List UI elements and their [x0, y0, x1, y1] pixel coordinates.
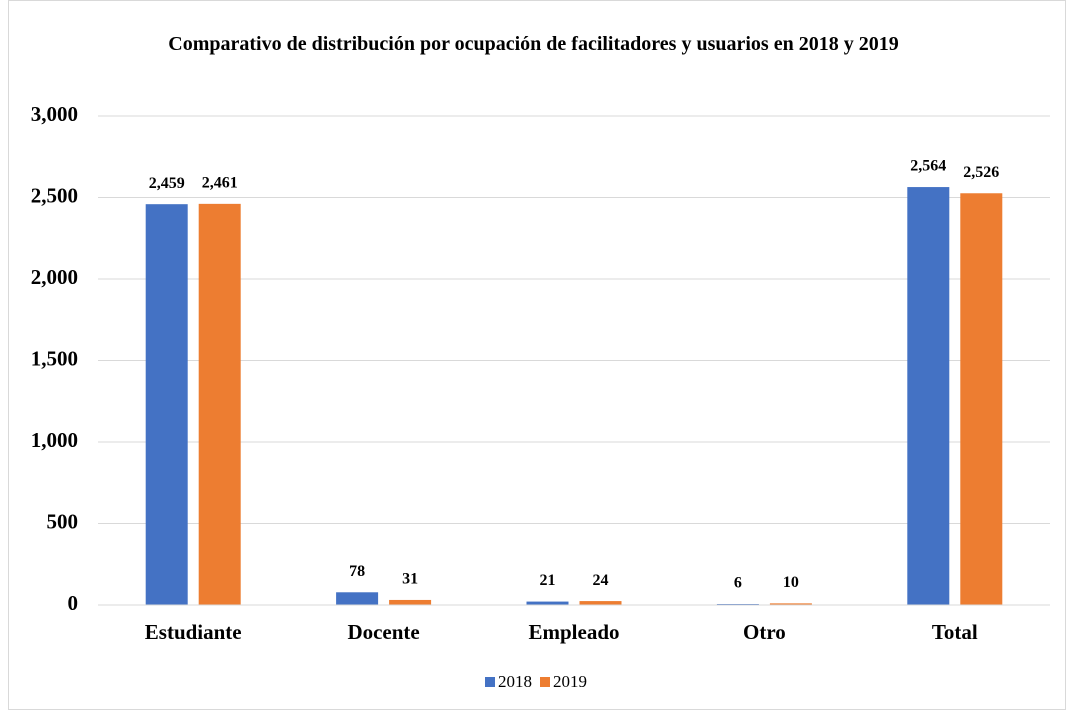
x-tick-label: Empleado [528, 620, 619, 644]
y-tick-label: 500 [47, 509, 79, 533]
data-label: 2,461 [202, 175, 238, 192]
legend-swatch [540, 677, 550, 687]
legend-label: 2019 [553, 672, 587, 691]
bar [960, 193, 1003, 605]
chart-border [8, 0, 1066, 710]
data-label: 21 [540, 572, 556, 589]
bar [579, 601, 622, 605]
data-label: 2,564 [910, 158, 946, 175]
y-tick-label: 2,500 [31, 183, 78, 207]
data-label: 2,459 [149, 175, 185, 192]
bar [145, 204, 188, 606]
y-tick-label: 1,000 [31, 428, 78, 452]
y-tick-label: 2,000 [31, 265, 78, 289]
bar [907, 187, 950, 605]
y-tick-label: 1,500 [31, 346, 78, 370]
legend-swatch [485, 677, 495, 687]
bar [769, 603, 812, 605]
data-label: 6 [734, 575, 742, 592]
bar [526, 601, 569, 605]
data-label: 2,526 [963, 164, 999, 181]
data-label: 31 [402, 571, 418, 588]
x-tick-label: Total [932, 620, 978, 644]
chart-title: Comparativo de distribución por ocupació… [168, 33, 899, 55]
data-label: 24 [593, 572, 609, 589]
legend-label: 2018 [498, 672, 532, 691]
bar [389, 599, 432, 605]
x-tick-label: Docente [347, 620, 419, 644]
y-tick-label: 0 [68, 591, 79, 615]
bar [336, 592, 379, 605]
x-tick-label: Estudiante [145, 620, 242, 644]
data-label: 10 [783, 574, 799, 591]
bar [198, 203, 241, 605]
y-tick-label: 3,000 [31, 102, 78, 126]
data-label: 78 [349, 563, 365, 580]
x-tick-label: Otro [743, 620, 786, 644]
